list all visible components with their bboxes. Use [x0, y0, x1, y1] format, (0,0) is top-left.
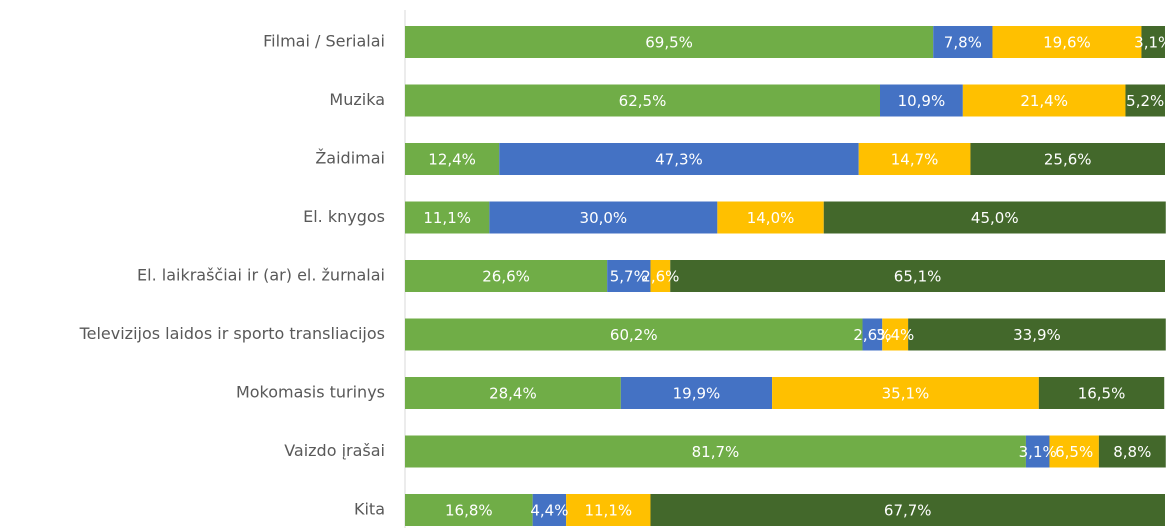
bar-segment — [670, 260, 1165, 292]
bar-segment — [405, 84, 880, 117]
value-label: 2,6% — [853, 326, 891, 344]
value-label: 11,1% — [584, 502, 632, 520]
bar-segment — [650, 260, 671, 292]
value-label: 45,0% — [971, 209, 1019, 227]
value-label: 5,2% — [1126, 92, 1164, 110]
bar-segment — [607, 260, 651, 292]
value-label: 2,6% — [641, 268, 679, 286]
bar-segment — [717, 201, 824, 234]
value-label: 7,8% — [944, 34, 982, 52]
bar-segment — [405, 318, 863, 351]
bar-segment — [405, 26, 934, 58]
value-label: 3,1% — [1019, 443, 1057, 461]
bar-segment — [880, 84, 963, 117]
bar-segment — [405, 201, 490, 234]
value-label: 8,8% — [1113, 443, 1151, 461]
value-label: 10,9% — [898, 92, 946, 110]
value-label: 6,5% — [1055, 443, 1093, 461]
value-label: 14,0% — [747, 209, 795, 227]
value-label: 30,0% — [580, 209, 628, 227]
bar-segment — [908, 318, 1166, 351]
value-label: 26,6% — [482, 268, 530, 286]
value-label: 69,5% — [645, 34, 693, 52]
bar-segment — [970, 143, 1165, 175]
bar-segment — [489, 201, 718, 234]
category-label: El. knygos — [303, 207, 385, 226]
category-label: Kita — [354, 500, 385, 519]
value-label: 5,7% — [610, 268, 648, 286]
bar-segment — [532, 494, 567, 526]
value-label: 3,1% — [1134, 34, 1169, 52]
bar-segment — [933, 26, 993, 58]
value-label: 19,9% — [673, 385, 721, 403]
value-label: 4,4% — [530, 502, 568, 520]
category-label: Televizijos laidos ir sporto transliacij… — [79, 324, 385, 343]
value-label: 11,1% — [423, 209, 471, 227]
value-label: 19,6% — [1043, 34, 1091, 52]
category-label: Žaidimai — [315, 149, 385, 168]
bar-segment — [823, 201, 1166, 234]
bar-segment — [405, 494, 533, 526]
value-label: 60,2% — [610, 326, 658, 344]
value-label: 14,7% — [891, 151, 939, 169]
bar-segment — [405, 435, 1026, 468]
bar-segment — [566, 494, 651, 526]
bar-segment — [1025, 435, 1050, 468]
value-label: 3,4% — [876, 326, 914, 344]
bar-segment — [882, 318, 909, 351]
category-label: Muzika — [329, 90, 385, 109]
bar-segment — [620, 377, 773, 409]
bar-segment — [405, 260, 608, 292]
bar-segment — [405, 377, 621, 409]
bar-segment — [650, 494, 1165, 526]
bar-segment — [1098, 435, 1166, 468]
value-label: 21,4% — [1020, 92, 1068, 110]
bar-segment — [862, 318, 883, 351]
bar-segment — [962, 84, 1126, 117]
value-label: 67,7% — [884, 502, 932, 520]
value-label: 35,1% — [882, 385, 930, 403]
value-label: 16,5% — [1078, 385, 1126, 403]
value-label: 47,3% — [655, 151, 703, 169]
value-label: 12,4% — [428, 151, 476, 169]
bar-segment — [992, 26, 1142, 58]
category-label: Vaizdo įrašai — [284, 441, 385, 460]
category-label: Filmai / Serialai — [263, 32, 385, 51]
value-label: 81,7% — [692, 443, 740, 461]
value-label: 33,9% — [1013, 326, 1061, 344]
value-label: 25,6% — [1044, 151, 1092, 169]
bar-segment — [1038, 377, 1165, 409]
category-label: El. laikraščiai ir (ar) el. žurnalai — [137, 266, 385, 285]
value-label: 16,8% — [445, 502, 493, 520]
value-label: 28,4% — [489, 385, 537, 403]
bar-segment — [772, 377, 1039, 409]
bar-segment — [1141, 26, 1165, 58]
category-label: Mokomasis turinys — [236, 383, 385, 402]
bar-segment — [405, 143, 500, 175]
bar-segment — [1049, 435, 1099, 468]
value-label: 62,5% — [619, 92, 667, 110]
value-label: 65,1% — [894, 268, 942, 286]
bar-segment — [858, 143, 971, 175]
bar-segment — [499, 143, 859, 175]
bar-segment — [1125, 84, 1165, 117]
